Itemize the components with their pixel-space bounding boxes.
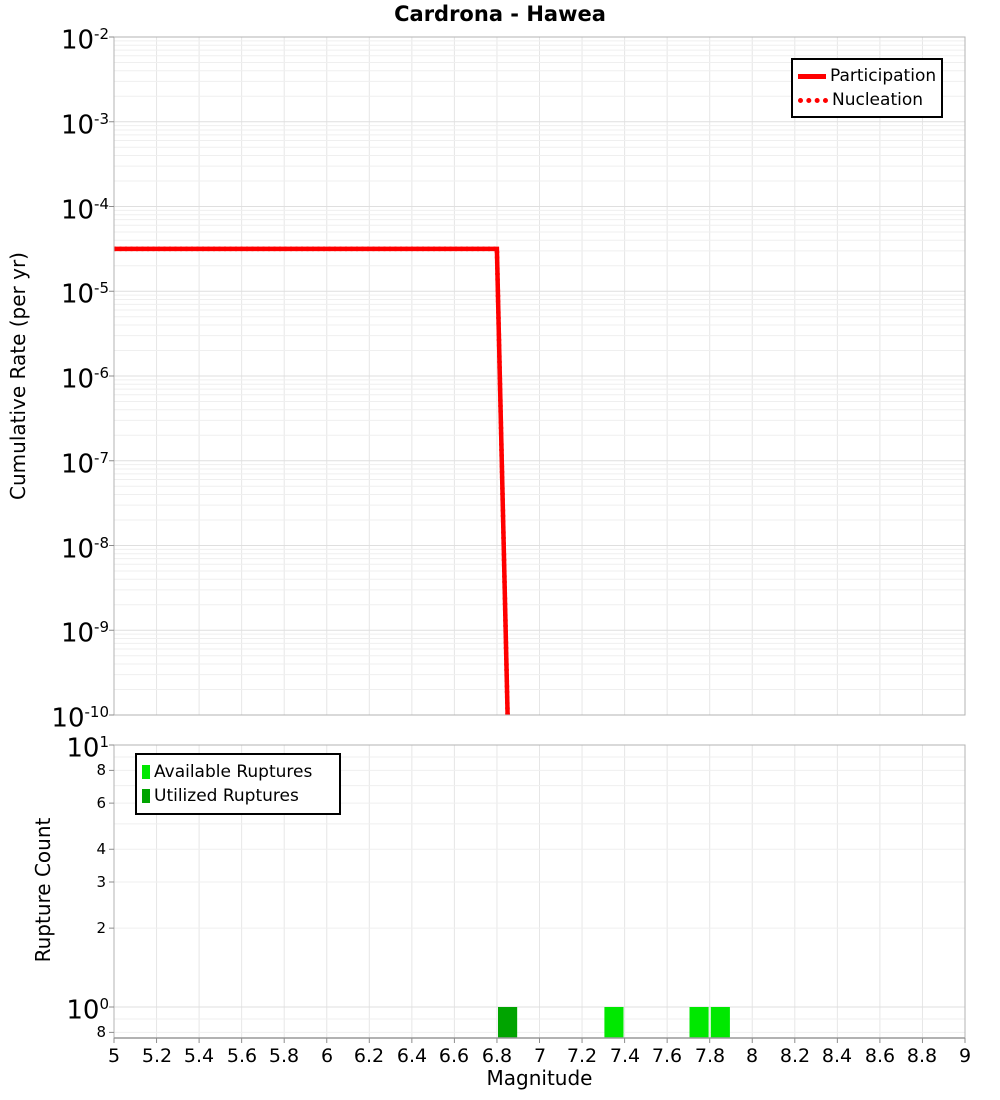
legend-label-participation: Participation [830, 66, 937, 86]
legend-label-utilized: Utilized Ruptures [154, 786, 299, 807]
rate-legend: Participation Nucleation [791, 58, 943, 118]
rupture-bar [498, 1007, 518, 1038]
legend-item-utilized: Utilized Ruptures [142, 786, 334, 806]
nucleation-curve [114, 246, 510, 716]
available-ruptures-swatch [142, 764, 150, 779]
legend-item-participation: Participation [798, 66, 936, 86]
utilized-ruptures-swatch [142, 789, 150, 804]
legend-item-nucleation: Nucleation [798, 90, 936, 110]
rupture-legend: Available Ruptures Utilized Ruptures [135, 753, 341, 815]
legend-label-nucleation: Nucleation [832, 90, 924, 110]
top-y-axis-label: Cumulative Rate (per yr) [6, 252, 30, 500]
participation-curve [114, 246, 510, 716]
legend-item-available: Available Ruptures [142, 762, 334, 782]
x-axis-label: Magnitude [486, 1066, 593, 1090]
rupture-bar [710, 1007, 730, 1038]
participation-line-swatch [798, 73, 826, 79]
rupture-bar [689, 1007, 709, 1038]
nucleation-line-swatch [798, 97, 828, 103]
chart-title: Cardrona - Hawea [394, 2, 606, 26]
legend-label-available: Available Ruptures [154, 761, 313, 782]
bottom-y-axis-label: Rupture Count [31, 817, 55, 963]
rupture-bar [604, 1007, 624, 1038]
